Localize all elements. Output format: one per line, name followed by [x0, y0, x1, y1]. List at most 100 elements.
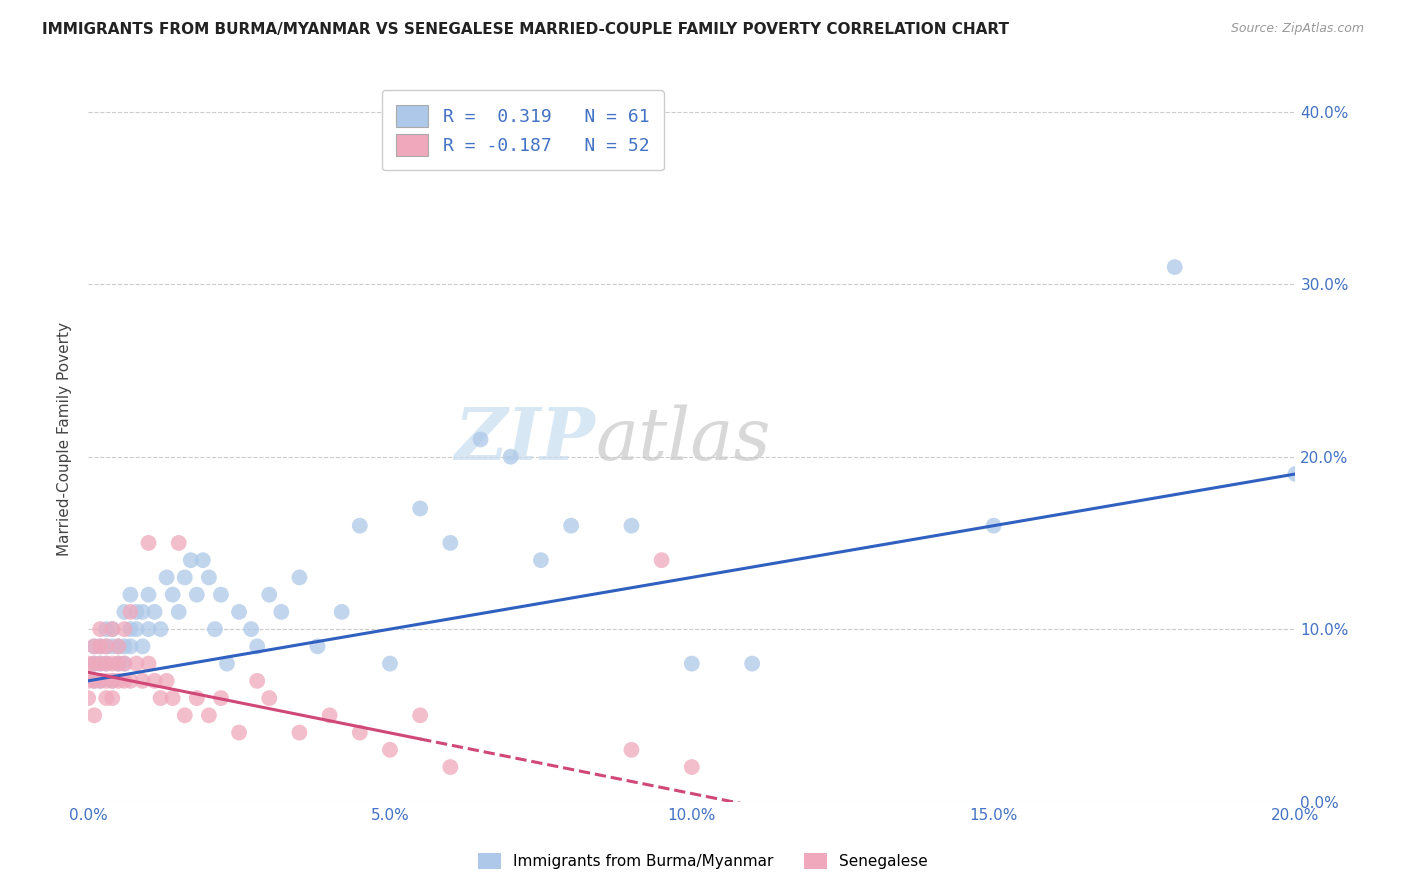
Point — [318, 708, 340, 723]
Point — [409, 501, 432, 516]
Point — [138, 536, 160, 550]
Point — [228, 725, 250, 739]
Point — [83, 640, 105, 654]
Point — [89, 640, 111, 654]
Point — [112, 640, 135, 654]
Point — [77, 691, 100, 706]
Point — [96, 691, 118, 706]
Point — [1284, 467, 1306, 481]
Point — [307, 640, 329, 654]
Point — [149, 691, 172, 706]
Point — [107, 640, 129, 654]
Point — [89, 673, 111, 688]
Point — [96, 640, 118, 654]
Point — [120, 588, 142, 602]
Point — [349, 725, 371, 739]
Point — [530, 553, 553, 567]
Point — [125, 657, 148, 671]
Point — [131, 673, 153, 688]
Text: IMMIGRANTS FROM BURMA/MYANMAR VS SENEGALESE MARRIED-COUPLE FAMILY POVERTY CORREL: IMMIGRANTS FROM BURMA/MYANMAR VS SENEGAL… — [42, 22, 1010, 37]
Point — [209, 588, 232, 602]
Point — [162, 588, 184, 602]
Point — [409, 708, 432, 723]
Point — [439, 536, 461, 550]
Point — [560, 518, 582, 533]
Point — [143, 673, 166, 688]
Point — [378, 743, 401, 757]
Point — [120, 673, 142, 688]
Point — [209, 691, 232, 706]
Point — [101, 640, 124, 654]
Point — [83, 708, 105, 723]
Point — [349, 518, 371, 533]
Point — [96, 640, 118, 654]
Point — [89, 622, 111, 636]
Point — [246, 640, 269, 654]
Text: ZIP: ZIP — [454, 404, 595, 475]
Point — [77, 673, 100, 688]
Legend: R =  0.319   N = 61, R = -0.187   N = 52: R = 0.319 N = 61, R = -0.187 N = 52 — [381, 90, 664, 170]
Point — [240, 622, 263, 636]
Point — [101, 657, 124, 671]
Point — [651, 553, 673, 567]
Point — [191, 553, 214, 567]
Point — [101, 673, 124, 688]
Point — [257, 691, 280, 706]
Point — [125, 605, 148, 619]
Point — [77, 657, 100, 671]
Point — [89, 673, 111, 688]
Point — [330, 605, 353, 619]
Point — [180, 553, 202, 567]
Point — [83, 657, 105, 671]
Point — [620, 518, 643, 533]
Point — [83, 673, 105, 688]
Point — [107, 657, 129, 671]
Point — [270, 605, 292, 619]
Point — [112, 673, 135, 688]
Point — [186, 691, 208, 706]
Point — [107, 673, 129, 688]
Point — [96, 622, 118, 636]
Point — [470, 433, 492, 447]
Point — [89, 657, 111, 671]
Point — [167, 536, 190, 550]
Point — [83, 657, 105, 671]
Point — [186, 588, 208, 602]
Point — [83, 640, 105, 654]
Point — [138, 657, 160, 671]
Point — [257, 588, 280, 602]
Point — [101, 622, 124, 636]
Point — [499, 450, 522, 464]
Point — [120, 605, 142, 619]
Point — [983, 518, 1005, 533]
Point — [156, 673, 179, 688]
Point — [96, 657, 118, 671]
Point — [228, 605, 250, 619]
Point — [156, 570, 179, 584]
Point — [112, 605, 135, 619]
Point — [89, 640, 111, 654]
Point — [120, 640, 142, 654]
Point — [439, 760, 461, 774]
Point — [96, 657, 118, 671]
Point — [198, 570, 221, 584]
Point — [173, 570, 195, 584]
Point — [112, 657, 135, 671]
Point — [620, 743, 643, 757]
Point — [138, 588, 160, 602]
Text: atlas: atlas — [595, 404, 770, 475]
Point — [89, 657, 111, 671]
Point — [120, 622, 142, 636]
Point — [215, 657, 238, 671]
Point — [107, 657, 129, 671]
Point — [681, 760, 703, 774]
Point — [83, 673, 105, 688]
Point — [112, 657, 135, 671]
Point — [204, 622, 226, 636]
Point — [131, 605, 153, 619]
Point — [1164, 260, 1187, 274]
Point — [101, 622, 124, 636]
Point — [198, 708, 221, 723]
Point — [143, 605, 166, 619]
Point — [101, 691, 124, 706]
